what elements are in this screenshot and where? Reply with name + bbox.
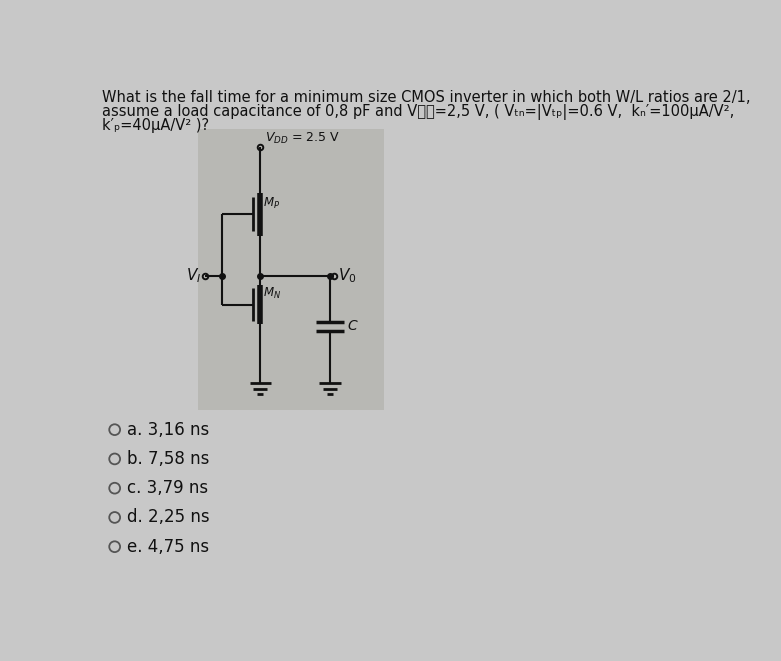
Text: What is the fall time for a minimum size CMOS inverter in which both W/L ratios : What is the fall time for a minimum size… <box>102 90 750 105</box>
Text: e. 4,75 ns: e. 4,75 ns <box>127 537 209 556</box>
Text: k′ₚ=40μA/V² )?: k′ₚ=40μA/V² )? <box>102 118 209 133</box>
Text: $M_N$: $M_N$ <box>263 286 282 301</box>
Text: $V_I$: $V_I$ <box>186 266 201 285</box>
Text: d. 2,25 ns: d. 2,25 ns <box>127 508 210 526</box>
Text: b. 7,58 ns: b. 7,58 ns <box>127 450 209 468</box>
Text: a. 3,16 ns: a. 3,16 ns <box>127 420 209 439</box>
Text: $M_P$: $M_P$ <box>263 196 280 211</box>
Text: assume a load capacitance of 0,8 pF and V₝₝=2,5 V, ( Vₜₙ=|Vₜₚ|=0.6 V,  kₙ′=100μA: assume a load capacitance of 0,8 pF and … <box>102 104 734 120</box>
Text: $V_0$: $V_0$ <box>338 266 356 285</box>
Bar <box>198 130 384 410</box>
Text: c. 3,79 ns: c. 3,79 ns <box>127 479 209 497</box>
Text: C: C <box>348 319 357 334</box>
Text: $V_{DD}$ = 2.5 V: $V_{DD}$ = 2.5 V <box>265 130 341 145</box>
